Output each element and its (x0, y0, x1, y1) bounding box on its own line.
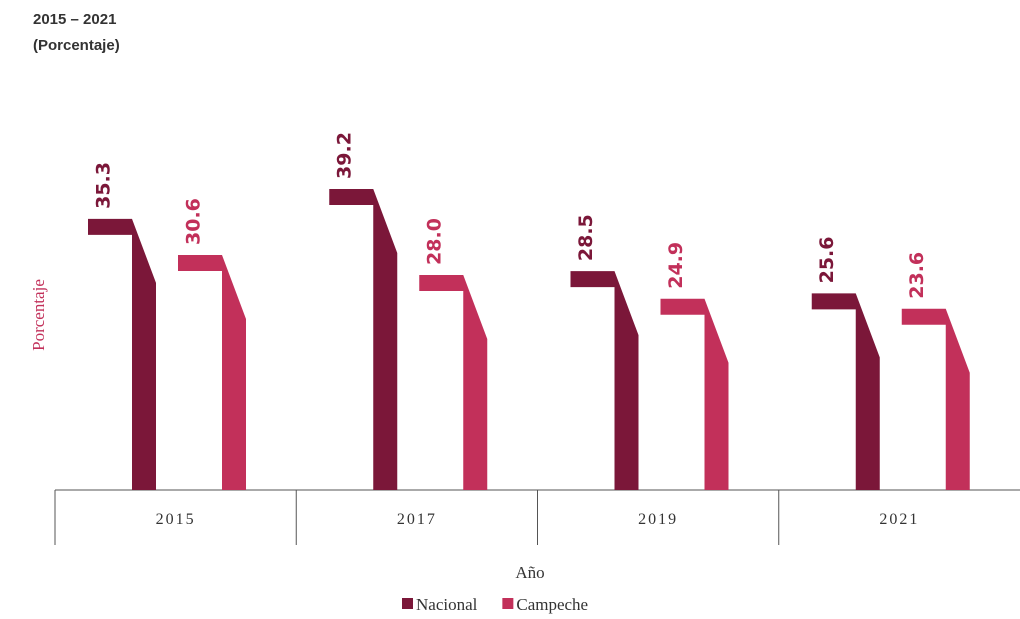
data-label: 25.6 (816, 237, 838, 284)
x-tick-label: 2019 (638, 511, 678, 528)
bar (570, 271, 639, 490)
chart-subtitle: (Porcentaje) (33, 37, 120, 54)
bar (901, 308, 970, 490)
y-axis-label: Porcentaje (29, 279, 48, 351)
data-label: 28.0 (424, 218, 446, 265)
bar (419, 274, 488, 490)
bar (660, 298, 729, 490)
data-label: 39.2 (334, 132, 356, 179)
chart-title: 2015 – 2021 (33, 11, 116, 28)
data-label: 23.6 (906, 252, 928, 299)
legend-label: Nacional (416, 595, 478, 614)
data-label: 24.9 (665, 242, 687, 289)
bar (811, 293, 880, 490)
x-tick-label: 2015 (156, 511, 196, 528)
bar (88, 218, 156, 490)
legend-swatch (402, 598, 413, 609)
bar (178, 254, 246, 490)
data-label: 30.6 (183, 198, 205, 245)
data-label: 28.5 (575, 214, 597, 261)
x-tick-label: 2021 (879, 511, 919, 528)
x-axis-label: Año (515, 563, 544, 582)
legend-swatch (502, 598, 514, 609)
legend-label: Campeche (516, 595, 588, 614)
bar (329, 188, 398, 490)
data-label: 35.3 (93, 162, 115, 209)
x-tick-label: 2017 (397, 511, 437, 528)
